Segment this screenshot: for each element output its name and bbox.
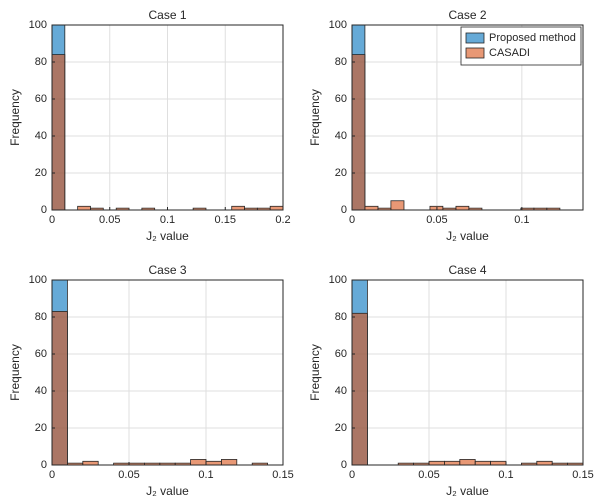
histogram-bar <box>390 200 405 211</box>
y-tick-label: 0 <box>341 459 347 471</box>
y-tick-label: 40 <box>335 130 347 142</box>
y-tick-label: 0 <box>341 204 347 216</box>
y-tick-label: 40 <box>35 130 47 142</box>
legend-label: CASADI <box>489 47 530 59</box>
y-tick-label: 100 <box>329 19 347 31</box>
y-tick-label: 80 <box>335 56 347 68</box>
y-tick-label: 20 <box>335 167 347 179</box>
y-tick-label: 80 <box>35 311 47 323</box>
subplot: 0 0.05 0.1 0.15 0 20 40 60 80 100 Case 4 J₂ value Fr… <box>308 263 594 498</box>
y-tick-label: 20 <box>335 422 347 434</box>
x-tick-label: 0.15 <box>272 469 293 481</box>
y-tick-label: 60 <box>35 93 47 105</box>
legend: Proposed method CASADI <box>460 26 582 66</box>
y-tick-label: 20 <box>35 422 47 434</box>
x-tick-label: 0.15 <box>215 214 236 226</box>
subplot: 0 0.05 0.1 0.15 0.2 0 20 40 60 80 100 Case 1 J₂ valu… <box>8 8 290 243</box>
y-tick-label: 0 <box>41 459 47 471</box>
histogram-bar <box>443 460 461 466</box>
histogram-bar <box>459 459 476 466</box>
y-tick-label: 80 <box>35 56 47 68</box>
histogram-bar <box>536 460 553 466</box>
y-axis-label: Frequency <box>8 89 22 146</box>
axes-frame <box>51 279 284 466</box>
y-tick-label: 100 <box>29 274 47 286</box>
axes-frame <box>351 279 584 466</box>
chart-title: Case 4 <box>448 263 486 277</box>
histogram-bar <box>474 460 492 466</box>
histogram-bar <box>231 205 245 211</box>
y-tick-label: 0 <box>41 204 47 216</box>
x-tick-label: 0.2 <box>275 214 290 226</box>
subplot: 0 0.05 0.1 0 20 40 60 80 100 Case 2 J₂ value Freque… <box>308 8 584 243</box>
histogram-bar <box>351 312 368 466</box>
legend-swatch <box>465 47 485 59</box>
x-tick-label: 0.05 <box>99 214 120 226</box>
histogram-bar <box>77 205 91 211</box>
chart-title: Case 3 <box>148 263 186 277</box>
histogram-bar <box>220 459 238 466</box>
histogram-bar <box>455 205 470 211</box>
y-tick-label: 100 <box>329 274 347 286</box>
x-tick-label: 0.15 <box>572 469 593 481</box>
histogram-bar <box>269 205 284 211</box>
chart-title: Case 2 <box>448 8 486 22</box>
histogram-bar <box>205 460 222 466</box>
chart-title: Case 1 <box>148 8 186 22</box>
y-tick-label: 60 <box>335 348 347 360</box>
histogram-bar <box>190 459 207 466</box>
x-tick-label: 0.05 <box>118 469 139 481</box>
x-tick-label: 0.1 <box>160 214 175 226</box>
histogram-bar <box>428 460 445 466</box>
subplot: 0 0.05 0.1 0.15 0 20 40 60 80 100 Case 3 J₂ value Fr… <box>8 263 294 498</box>
x-axis-label: J₂ value <box>446 229 489 243</box>
y-tick-label: 60 <box>335 93 347 105</box>
x-tick-label: 0.05 <box>418 469 439 481</box>
x-tick-label: 0 <box>49 214 55 226</box>
y-axis-label: Frequency <box>8 344 22 401</box>
y-axis-label: Frequency <box>308 344 322 401</box>
legend-swatch <box>465 32 485 44</box>
axes-frame <box>351 24 584 211</box>
x-axis-label: J₂ value <box>146 229 189 243</box>
x-tick-label: 0.1 <box>498 469 513 481</box>
histogram-bar <box>351 54 366 211</box>
y-tick-label: 40 <box>35 385 47 397</box>
histogram-bar <box>51 311 68 466</box>
y-tick-label: 40 <box>335 385 347 397</box>
x-axis-label: J₂ value <box>446 484 489 498</box>
x-tick-label: 0 <box>349 469 355 481</box>
x-axis-label: J₂ value <box>146 484 189 498</box>
histogram-bar <box>51 54 66 211</box>
histogram-bar <box>429 205 444 211</box>
y-tick-label: 20 <box>35 167 47 179</box>
x-tick-label: 0 <box>349 214 355 226</box>
y-tick-label: 100 <box>29 19 47 31</box>
y-tick-label: 60 <box>35 348 47 360</box>
plot-area <box>52 280 283 465</box>
x-tick-label: 0.05 <box>426 214 447 226</box>
y-axis-label: Frequency <box>308 89 322 146</box>
legend-label: Proposed method <box>489 32 576 44</box>
histogram-bar <box>82 460 99 466</box>
x-tick-label: 0.1 <box>514 214 529 226</box>
y-tick-label: 80 <box>335 311 347 323</box>
histogram-bar <box>364 205 379 211</box>
histogram-bar <box>490 460 507 466</box>
plot-area <box>352 280 583 465</box>
x-tick-label: 0 <box>49 469 55 481</box>
x-tick-label: 0.1 <box>198 469 213 481</box>
